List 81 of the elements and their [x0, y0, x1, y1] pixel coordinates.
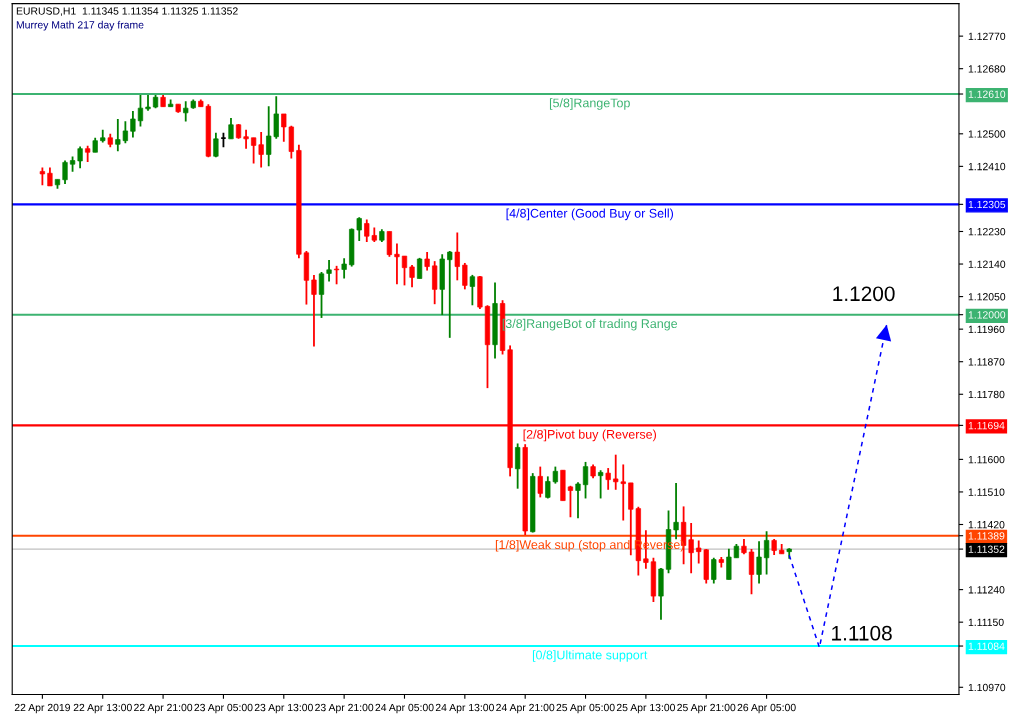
ref-line-label: [2/8]Pivot buy (Reverse)	[523, 429, 656, 442]
annotation: 1.1200	[833, 286, 895, 302]
y-tick-label: 1.12305	[968, 200, 1006, 209]
candlestick	[401, 255, 408, 287]
candlestick	[62, 159, 68, 185]
ref-line-label: [0/8]Ultimate support	[532, 650, 648, 662]
candlestick	[145, 94, 151, 112]
y-tick-label: 1.11870	[968, 358, 1005, 366]
y-tick-label: 1.11600	[968, 455, 1005, 464]
x-tick-label: 25 Apr 13:00	[616, 703, 676, 714]
candlestick	[424, 251, 430, 272]
candlestick	[213, 131, 219, 159]
candlestick	[605, 467, 611, 491]
candlestick	[469, 273, 475, 307]
y-tick-label: 1.12410	[968, 162, 1006, 171]
candlestick	[130, 110, 136, 139]
x-tick-label: 25 Apr 05:00	[556, 703, 615, 714]
y-tick-label: 1.11694	[968, 421, 1005, 430]
y-tick-label: 1.10970	[968, 683, 1006, 692]
y-tick-label: 1.11510	[968, 488, 1005, 496]
candlestick	[228, 116, 234, 140]
candlestick	[333, 264, 340, 286]
y-tick-label: 1.12000	[968, 311, 1006, 319]
candlestick	[748, 548, 755, 596]
y-tick-label: 1.12680	[968, 65, 1006, 73]
x-tick-label: 23 Apr 13:00	[254, 703, 313, 714]
candlestick	[598, 469, 604, 500]
y-tick-label: 1.12140	[968, 260, 1006, 268]
candlestick	[243, 128, 249, 150]
x-tick-label: 23 Apr 21:00	[315, 703, 374, 714]
candlestick	[311, 273, 317, 348]
candlestick	[409, 264, 415, 289]
candlestick	[341, 257, 347, 280]
y-tick-label: 1.11960	[968, 325, 1005, 334]
candlestick	[77, 145, 83, 170]
candlestick	[763, 530, 770, 576]
y-tick-label: 1.11389	[968, 532, 1005, 540]
ref-line-label: [4/8]Center (Good Buy or Sell)	[506, 208, 674, 221]
candlestick	[537, 465, 543, 499]
candlestick	[454, 231, 460, 282]
y-tick-label: 1.11352	[968, 545, 1005, 553]
x-tick-label: 23 Apr 05:00	[194, 703, 253, 714]
x-tick-label: 22 Apr 21:00	[134, 703, 193, 714]
y-tick-label: 1.11780	[968, 390, 1005, 399]
y-tick-label: 1.11240	[968, 586, 1005, 594]
y-tick-label: 1.12050	[968, 293, 1006, 301]
y-tick-label: 1.12770	[968, 32, 1006, 41]
candlestick	[711, 556, 717, 585]
candlestick	[575, 481, 581, 520]
y-tick-label: 1.11084	[968, 642, 1005, 650]
x-tick-label: 22 Apr 2019	[14, 703, 70, 714]
candlestick	[515, 442, 521, 490]
x-tick-label: 24 Apr 05:00	[375, 703, 434, 714]
candlestick	[432, 260, 438, 306]
candlestick	[756, 540, 762, 585]
x-tick-label: 24 Apr 13:00	[435, 703, 494, 714]
candlestick	[447, 250, 453, 339]
x-tick-label: 25 Apr 21:00	[677, 703, 736, 714]
candlestick	[673, 481, 679, 541]
y-tick-label: 1.11420	[968, 521, 1005, 529]
candlestick	[462, 262, 468, 291]
x-tick-label: 22 Apr 13:00	[73, 703, 132, 714]
candlestick	[386, 230, 393, 258]
text: Murrey Math 217 day frame	[16, 20, 144, 31]
candlestick	[318, 271, 325, 319]
candlestick	[582, 461, 589, 500]
candlestick	[137, 94, 144, 128]
chart-title: EURUSD,H1 1.11345 1.11354 1.11325 1.11352	[16, 7, 238, 16]
ref-line-label: [5/8]RangeTop	[549, 98, 630, 110]
candlestick	[726, 547, 732, 581]
candlestick	[567, 484, 574, 519]
candlestick	[394, 242, 400, 286]
annotation: 1.1108	[832, 625, 892, 641]
y-tick-label: 1.11150	[968, 618, 1004, 627]
candlestick	[47, 166, 53, 187]
y-tick-label: 1.12500	[968, 130, 1006, 138]
x-tick-label: 26 Apr 05:00	[737, 703, 796, 714]
x-tick-label: 24 Apr 21:00	[496, 703, 555, 714]
candlestick	[326, 259, 332, 283]
y-tick-label: 1.12230	[968, 227, 1006, 236]
y-tick-label: 1.12610	[968, 90, 1006, 98]
